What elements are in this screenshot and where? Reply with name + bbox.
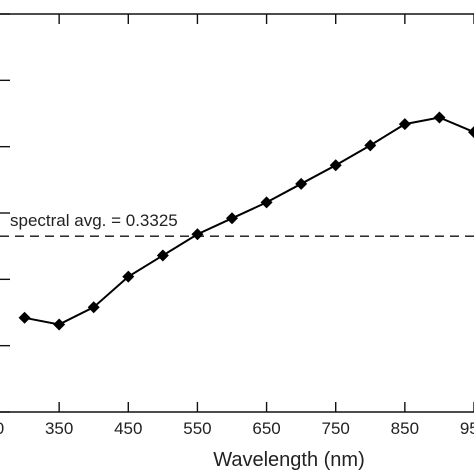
data-point [329, 159, 342, 172]
series-line [24, 116, 474, 326]
data-point [364, 139, 377, 152]
reference-line-label: spectral avg. = 0.3325 [10, 211, 178, 230]
reference-line-group: spectral avg. = 0.3325 [0, 211, 474, 237]
data-point [87, 301, 100, 314]
data-point [226, 212, 238, 225]
x-tick-label: 250 [0, 419, 4, 438]
data-point [53, 318, 66, 331]
x-tick-label: 450 [114, 419, 142, 438]
data-point [156, 249, 169, 262]
x-tick-label: 750 [322, 419, 350, 438]
x-tick-label: 650 [252, 419, 280, 438]
x-tick-label: 950 [460, 419, 474, 438]
data-point [260, 196, 273, 209]
data-point [398, 118, 411, 131]
x-tick-label: 550 [183, 419, 211, 438]
x-axis-title: Wavelength (nm) [213, 449, 365, 471]
data-point [295, 177, 308, 190]
data-point [122, 270, 135, 283]
data-point [191, 228, 204, 241]
data-point [433, 111, 446, 124]
x-tick-label: 850 [391, 419, 419, 438]
x-tick-label: 350 [45, 419, 73, 438]
axes: 250 350 450 550 650 750 850 950 [0, 13, 474, 438]
series-group [18, 111, 474, 331]
data-point [18, 311, 31, 324]
data-point [468, 126, 474, 139]
